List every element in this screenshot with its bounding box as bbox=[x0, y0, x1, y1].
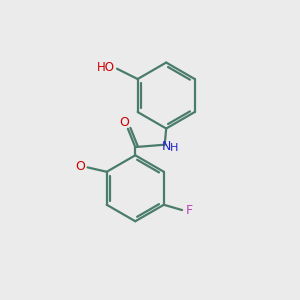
Text: H: H bbox=[170, 143, 178, 153]
Text: HO: HO bbox=[97, 61, 115, 74]
Text: O: O bbox=[75, 160, 85, 173]
Text: F: F bbox=[186, 204, 193, 217]
Text: N: N bbox=[161, 140, 171, 153]
Text: O: O bbox=[119, 116, 129, 129]
